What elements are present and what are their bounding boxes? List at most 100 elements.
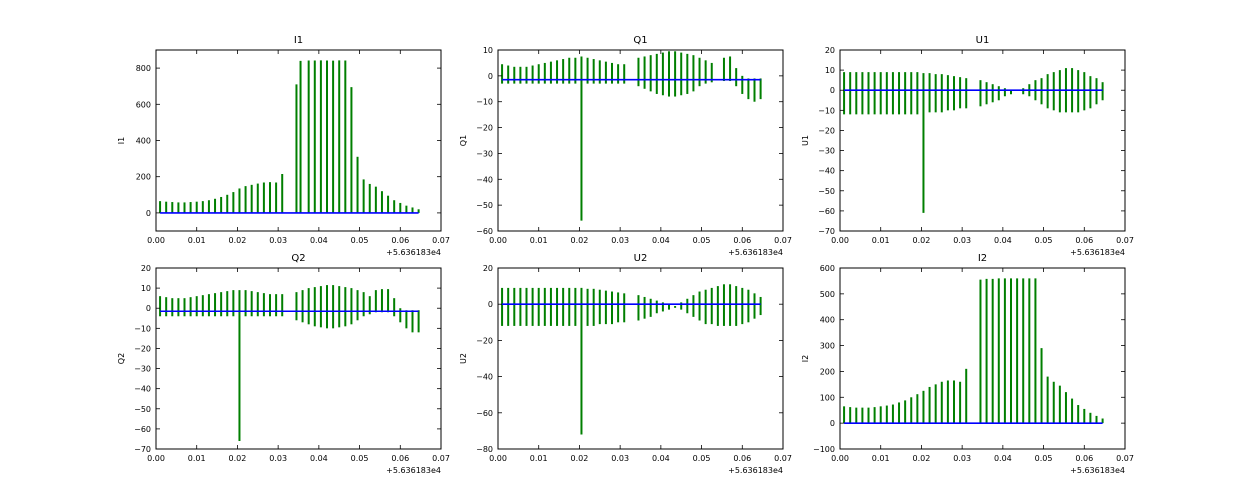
y-axis-label: Q2 bbox=[117, 353, 126, 364]
x-tick-label: 0.04 bbox=[310, 236, 328, 245]
x-tick-label: 0.07 bbox=[432, 236, 450, 245]
y-axis-label: U2 bbox=[459, 353, 468, 364]
series-u1 bbox=[843, 68, 1104, 213]
y-tick-label: −30 bbox=[818, 147, 835, 156]
x-tick-label: 0.07 bbox=[1116, 236, 1134, 245]
y-tick-label: 400 bbox=[136, 137, 151, 146]
x-tick-label: 0.02 bbox=[571, 236, 589, 245]
y-axis-label: Q1 bbox=[459, 135, 468, 146]
y-tick-label: 0 bbox=[146, 209, 151, 218]
x-tick-label: 0.07 bbox=[1116, 454, 1134, 463]
x-offset-label: +5.636183e4 bbox=[1070, 466, 1125, 475]
y-tick-label: −10 bbox=[818, 106, 835, 115]
y-tick-label: −20 bbox=[476, 124, 493, 133]
x-tick-label: 0.06 bbox=[1075, 454, 1093, 463]
y-tick-label: −10 bbox=[134, 324, 151, 333]
subplot-q2: 0.00 0.01 0.02 0.03 0.04 0.05 0.06 0.07 −70 −60 −5… bbox=[117, 253, 450, 475]
subplot-title: Q1 bbox=[633, 35, 647, 46]
y-axis-label: I1 bbox=[117, 137, 126, 144]
y-tick-label: 0 bbox=[488, 72, 493, 81]
x-tick-label: 0.07 bbox=[774, 454, 792, 463]
y-tick-label: −60 bbox=[476, 227, 493, 236]
y-tick-label: 200 bbox=[820, 367, 835, 376]
y-tick-label: 600 bbox=[136, 100, 151, 109]
x-tick-label: 0.05 bbox=[351, 454, 369, 463]
x-tick-label: 0.04 bbox=[994, 454, 1012, 463]
x-tick-label: 0.01 bbox=[188, 454, 206, 463]
y-tick-label: 10 bbox=[825, 66, 835, 75]
x-tick-label: 0.01 bbox=[872, 454, 890, 463]
y-tick-label: 20 bbox=[825, 46, 835, 55]
y-tick-label: 0 bbox=[146, 304, 151, 313]
x-tick-label: 0.02 bbox=[229, 454, 247, 463]
x-tick-label: 0.01 bbox=[872, 236, 890, 245]
x-tick-label: 0.03 bbox=[953, 236, 971, 245]
series-u2 bbox=[501, 284, 762, 435]
series-q2 bbox=[159, 285, 420, 441]
x-tick-label: 0.05 bbox=[693, 454, 711, 463]
plot-area bbox=[156, 50, 441, 231]
x-offset-label: +5.636183e4 bbox=[728, 466, 783, 475]
x-tick-label: 0.00 bbox=[831, 454, 849, 463]
y-tick-label: 100 bbox=[820, 393, 835, 402]
y-tick-label: −50 bbox=[476, 201, 493, 210]
plot-area bbox=[498, 268, 783, 449]
x-tick-label: 0.00 bbox=[147, 236, 165, 245]
y-tick-label: −80 bbox=[476, 445, 493, 454]
x-tick-label: 0.03 bbox=[953, 454, 971, 463]
x-tick-label: 0.04 bbox=[994, 236, 1012, 245]
plot-area bbox=[840, 268, 1125, 449]
x-tick-label: 0.05 bbox=[693, 236, 711, 245]
x-tick-label: 0.02 bbox=[229, 236, 247, 245]
y-tick-label: 300 bbox=[820, 342, 835, 351]
y-tick-label: 0 bbox=[830, 86, 835, 95]
y-tick-label: 0 bbox=[488, 300, 493, 309]
x-tick-label: 0.06 bbox=[1075, 236, 1093, 245]
plot-frame bbox=[839, 267, 1126, 450]
subplot-q1: 0.00 0.01 0.02 0.03 0.04 0.05 0.06 0.07 −60 −50 −4… bbox=[459, 35, 792, 257]
subplot-i1: 0.00 0.01 0.02 0.03 0.04 0.05 0.06 0.07 0 200 400 6… bbox=[117, 35, 450, 257]
series-i2 bbox=[843, 278, 1104, 424]
x-tick-label: 0.04 bbox=[652, 454, 670, 463]
x-tick-label: 0.06 bbox=[391, 236, 409, 245]
x-tick-label: 0.01 bbox=[530, 454, 548, 463]
x-tick-label: 0.06 bbox=[733, 454, 751, 463]
x-tick-label: 0.02 bbox=[571, 454, 589, 463]
x-tick-label: 0.02 bbox=[913, 454, 931, 463]
x-tick-label: 0.07 bbox=[432, 454, 450, 463]
y-tick-label: −60 bbox=[476, 409, 493, 418]
y-tick-label: −70 bbox=[818, 227, 835, 236]
y-tick-label: 10 bbox=[141, 284, 151, 293]
x-offset-label: +5.636183e4 bbox=[728, 248, 783, 257]
y-tick-label: 500 bbox=[820, 290, 835, 299]
y-tick-label: −60 bbox=[134, 425, 151, 434]
subplot-title: U2 bbox=[634, 253, 648, 264]
x-tick-label: 0.04 bbox=[310, 454, 328, 463]
plot-frame bbox=[497, 49, 784, 232]
x-tick-label: 0.03 bbox=[611, 454, 629, 463]
plot-area bbox=[840, 50, 1125, 231]
x-tick-label: 0.01 bbox=[530, 236, 548, 245]
x-tick-label: 0.05 bbox=[1035, 236, 1053, 245]
series-i1 bbox=[159, 60, 420, 213]
y-tick-label: −40 bbox=[476, 373, 493, 382]
y-tick-label: −10 bbox=[476, 98, 493, 107]
y-tick-label: −50 bbox=[818, 187, 835, 196]
plot-area bbox=[156, 268, 441, 449]
y-tick-label: −20 bbox=[476, 336, 493, 345]
x-tick-label: 0.05 bbox=[1035, 454, 1053, 463]
x-tick-label: 0.00 bbox=[831, 236, 849, 245]
subplot-title: I1 bbox=[294, 35, 303, 46]
y-tick-label: −50 bbox=[134, 405, 151, 414]
y-tick-label: −100 bbox=[813, 445, 835, 454]
x-tick-label: 0.00 bbox=[489, 236, 507, 245]
y-tick-label: −60 bbox=[818, 207, 835, 216]
y-tick-label: −40 bbox=[476, 175, 493, 184]
plot-frame bbox=[497, 267, 784, 450]
x-offset-label: +5.636183e4 bbox=[386, 248, 441, 257]
x-tick-label: 0.07 bbox=[774, 236, 792, 245]
subplot-title: Q2 bbox=[291, 253, 305, 264]
y-tick-label: −20 bbox=[818, 126, 835, 135]
plot-frame bbox=[839, 49, 1126, 232]
